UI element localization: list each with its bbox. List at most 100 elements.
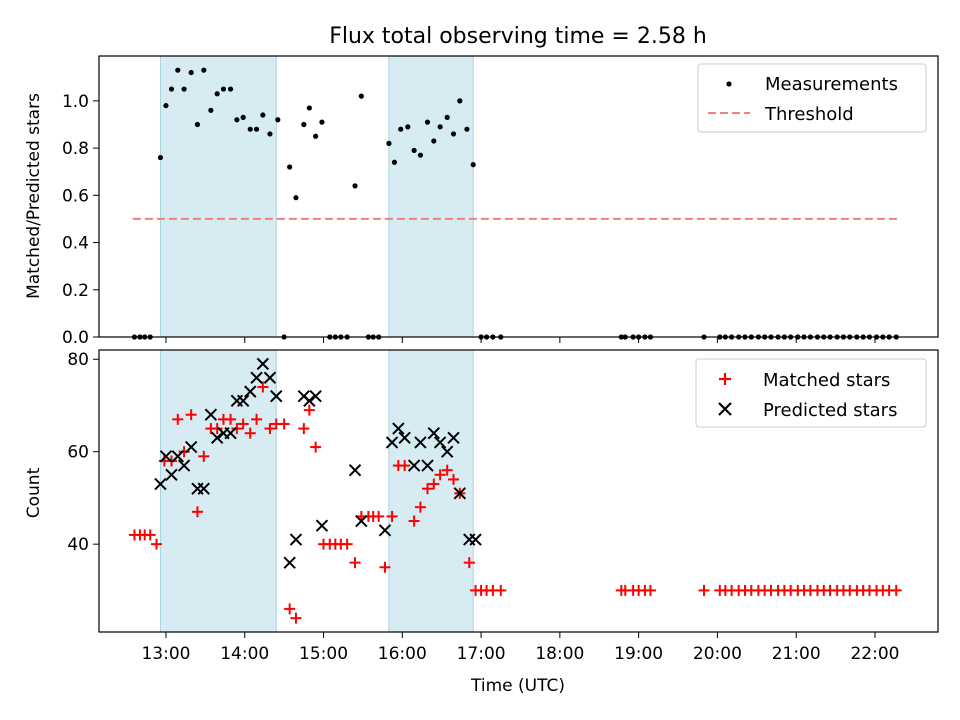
measurement-point (344, 334, 350, 340)
measurement-point (742, 334, 748, 340)
x-stroke (453, 487, 467, 500)
top-axes: 0.0 0.2 0.4 0.6 0.8 1.0 (62, 55, 939, 348)
matched-star-point (151, 538, 163, 550)
predicted-star-point (197, 482, 210, 495)
observing-interval-0 (159, 55, 277, 338)
measurement-point (827, 334, 833, 340)
measurement-point (840, 334, 847, 340)
legend-top-frame (697, 63, 927, 133)
matched-star-point (278, 418, 290, 430)
measurement-point (762, 334, 768, 340)
measurement-point (386, 140, 392, 146)
observing-interval-1 (388, 55, 474, 338)
x-stroke (244, 385, 257, 398)
measurement-point (260, 112, 266, 118)
measurement-point (306, 105, 312, 111)
measurement-point (253, 126, 260, 132)
measurement-point (801, 334, 807, 340)
measurement-point (821, 334, 827, 340)
measurement-point (275, 117, 281, 123)
x-stroke (355, 514, 368, 528)
x-stroke (250, 371, 263, 384)
matched-star-point (172, 413, 184, 425)
x-tick-label: 15:00 (299, 644, 348, 664)
predicted-star-point (440, 445, 454, 458)
matched-star-point (264, 423, 276, 435)
measurement-point (327, 334, 333, 340)
measurement-point (795, 334, 801, 340)
matched-star-point (284, 603, 296, 615)
matched-star-point (463, 557, 475, 569)
predicted-star-point (309, 390, 322, 403)
matched-star-point (414, 501, 426, 513)
y-tick-label: 0.8 (62, 139, 89, 159)
measurement-point (157, 154, 164, 161)
x-stroke (440, 445, 454, 458)
matched-star-point (441, 464, 453, 476)
legend-predicted-label: Predicted stars (763, 400, 897, 421)
x-stroke (270, 390, 283, 403)
measurement-point (376, 334, 382, 340)
measurement-point (301, 121, 307, 128)
matched-star-point (408, 515, 420, 527)
x-stroke (197, 482, 210, 495)
legend-bottom: Matched stars Predicted stars (695, 358, 927, 428)
measurement-point (873, 334, 880, 340)
measurement-point (437, 124, 443, 130)
matched-star-point (349, 557, 361, 569)
measurement-point (358, 93, 364, 99)
x-stroke (378, 524, 392, 537)
matched-star-point (386, 510, 398, 522)
top-panel: Flux total observing time = 2.58 h 0.00.… (24, 24, 939, 348)
predicted-star-point (469, 533, 482, 546)
measurement-point (147, 334, 153, 340)
x-stroke (204, 408, 218, 421)
measurement-point (131, 334, 138, 340)
measurement-point (728, 334, 735, 340)
predicted-star-point (348, 463, 362, 477)
measurement-point (647, 334, 654, 340)
measurement-point (391, 159, 398, 165)
x-stroke (385, 436, 399, 449)
measurement-point (457, 98, 463, 104)
x-stroke (263, 371, 277, 384)
predicted-star-point (392, 422, 405, 435)
measurement-point (137, 334, 143, 340)
measurement-point (866, 334, 873, 340)
measurement-point (807, 334, 813, 340)
matched-star-point (495, 584, 507, 596)
predicted-star-point (447, 431, 460, 445)
chart-title: Flux total observing time = 2.58 h (329, 24, 707, 49)
y-axis-label-top: Matched/Predicted stars (24, 93, 44, 299)
measurement-point (464, 126, 470, 132)
predicted-star-point (355, 514, 368, 528)
predicted-star-point (289, 533, 303, 546)
y-tick-label: 80 (67, 350, 89, 370)
measurement-point (701, 334, 707, 340)
x-axis-label: Time (UTC) (470, 676, 565, 696)
y-tick-label: 0.4 (62, 234, 89, 254)
x-stroke (398, 431, 411, 445)
measurement-point (736, 334, 742, 340)
bottom-data (128, 357, 902, 624)
x-stroke (236, 394, 250, 408)
y-axis-label-bottom: Count (24, 467, 44, 518)
measurement-point (142, 334, 148, 340)
observing-interval-0 (159, 349, 277, 633)
x-stroke (407, 459, 421, 472)
measurement-point (768, 334, 774, 340)
measurement-point (450, 131, 457, 137)
measurement-point (424, 119, 431, 125)
measurement-point (431, 138, 437, 144)
measurement-point (788, 334, 794, 340)
predicted-star-point (414, 436, 427, 449)
x-stroke (159, 450, 173, 463)
predicted-star-point (378, 524, 392, 537)
predicted-star-point (210, 431, 224, 445)
x-tick-label: 16:00 (378, 644, 427, 664)
top-data (131, 67, 899, 340)
predicted-star-point (154, 477, 167, 491)
measurement-point (352, 183, 358, 189)
measurement-point (281, 334, 287, 340)
predicted-star-point (270, 390, 283, 403)
